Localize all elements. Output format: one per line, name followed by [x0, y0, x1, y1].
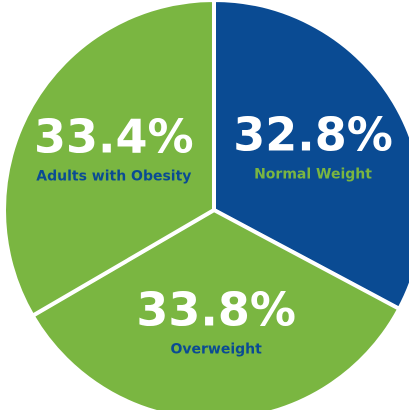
- slice-value-normal-weight: 32.8%: [233, 108, 393, 162]
- pie-labels: 32.8% Normal Weight 33.8% Overweight 33.4% Ad…: [34, 108, 393, 358]
- pie-slice-adults-with-obesity: [2, 0, 216, 318]
- pie-slice-overweight: [30, 208, 402, 410]
- pie-slice-normal-weight: [212, 0, 409, 311]
- slice-value-adults-with-obesity: 33.4%: [34, 109, 194, 163]
- slice-label-normal-weight: Normal Weight: [254, 167, 372, 183]
- slice-value-overweight: 33.8%: [136, 282, 296, 336]
- slice-label-overweight: Overweight: [171, 341, 263, 357]
- slice-label-adults-with-obesity: Adults with Obesity: [36, 168, 191, 184]
